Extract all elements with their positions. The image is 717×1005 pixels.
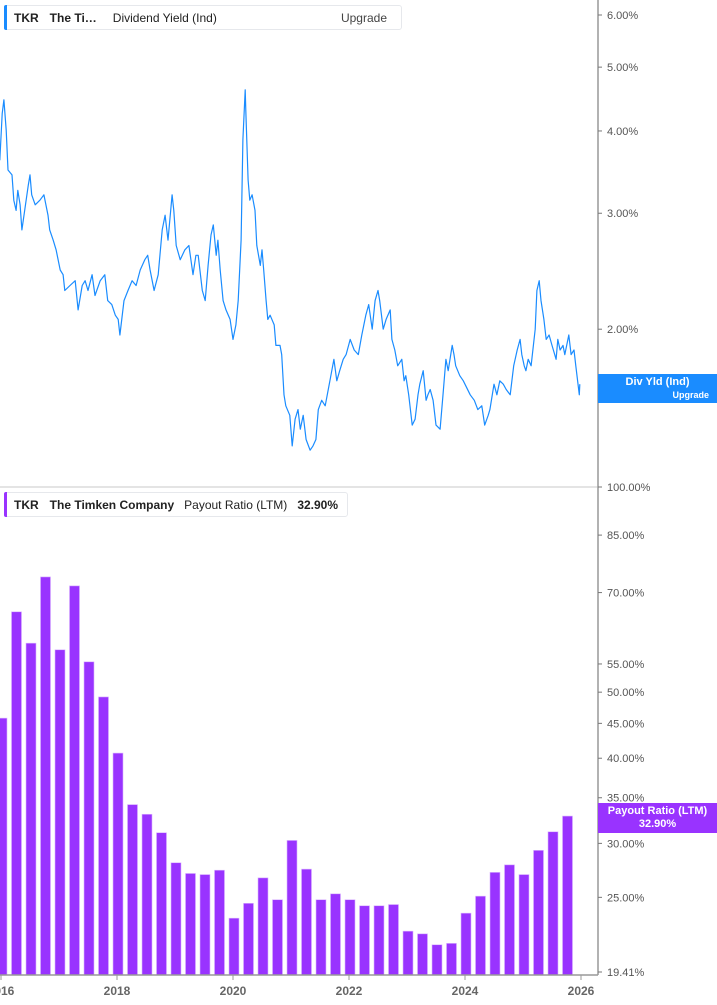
payout-bar[interactable] (417, 933, 428, 976)
payout-bar[interactable] (98, 696, 109, 976)
payout-bar[interactable] (330, 893, 341, 976)
payout-bar[interactable] (518, 874, 530, 976)
payout-bar[interactable] (11, 611, 22, 976)
payout-bar[interactable] (243, 903, 254, 976)
x-tick-label: 2022 (336, 984, 363, 998)
upgrade-link[interactable]: Upgrade (340, 10, 387, 25)
y-tick-label: 25.00% (607, 892, 645, 904)
payout-bar[interactable] (199, 874, 211, 976)
x-tick-label: 2026 (568, 984, 595, 998)
payout-bar[interactable] (25, 642, 37, 976)
top-legend[interactable]: TKR The Ti… Dividend Yield (Ind) Upgrade (4, 5, 402, 30)
payout-bar[interactable] (402, 930, 414, 976)
payout-bar[interactable] (141, 813, 153, 976)
series-color-marker (4, 5, 7, 30)
payout-ratio-pane (0, 576, 573, 976)
series-color-marker (4, 492, 7, 517)
payout-bar[interactable] (214, 869, 225, 976)
payout-bar[interactable] (533, 850, 544, 976)
dividend-yield-line[interactable] (0, 89, 581, 451)
payout-bar[interactable] (83, 661, 95, 976)
legend-ticker: TKR (14, 10, 39, 25)
dividend-yield-pane (0, 89, 581, 451)
payout-bar[interactable] (562, 815, 573, 976)
badge-label: Div Yld (Ind) (625, 376, 690, 388)
payout-bar[interactable] (0, 717, 8, 976)
payout-bar[interactable] (272, 899, 283, 976)
y-tick-label: 2.00% (607, 324, 638, 336)
legend-metric: Payout Ratio (LTM) (184, 497, 288, 512)
y-tick-label: 3.00% (607, 208, 638, 220)
y-tick-label: 100.00% (607, 482, 651, 494)
time-axis-ticks: 2016 2018 2020 2022 2024 2026 (0, 975, 595, 998)
payout-bar[interactable] (156, 832, 167, 976)
payout-bar[interactable] (359, 905, 370, 976)
yield-axis-ticks: 6.00% 5.00% 4.00% 3.00% 2.00% (598, 10, 638, 336)
payout-bar[interactable] (185, 873, 196, 976)
x-tick-label: 2018 (104, 984, 131, 998)
bottom-legend[interactable]: TKR The Timken Company Payout Ratio (LTM… (4, 492, 348, 517)
payout-bar[interactable] (54, 649, 66, 976)
payout-bar[interactable] (127, 804, 138, 976)
y-tick-label: 85.00% (607, 530, 645, 542)
x-tick-label: 2024 (452, 984, 479, 998)
legend-metric: Dividend Yield (Ind) (112, 10, 217, 25)
payout-bar[interactable] (112, 752, 124, 976)
y-tick-label: 30.00% (607, 838, 645, 850)
payout-bar[interactable] (373, 905, 385, 976)
legend-company: The Timken Company (49, 497, 175, 512)
payout-bar[interactable] (547, 831, 559, 976)
y-tick-label: 4.00% (607, 126, 638, 138)
legend-value: 32.90% (297, 497, 339, 512)
payout-bar[interactable] (460, 912, 472, 976)
y-tick-label: 55.00% (607, 659, 645, 671)
badge-value: 32.90% (638, 818, 677, 830)
payout-bar[interactable] (475, 895, 486, 976)
payout-price-badge: Payout Ratio (LTM) 32.90% (598, 803, 717, 833)
payout-bar[interactable] (301, 868, 312, 976)
y-tick-label: 40.00% (607, 753, 645, 765)
payout-axis-ticks: 100.00% 85.00% 70.00% 55.00% 50.00% 45.00% 40.… (598, 482, 651, 979)
y-tick-label: 35.00% (607, 793, 645, 805)
payout-bar[interactable] (228, 917, 240, 976)
badge-label: Payout Ratio (LTM) (607, 805, 708, 817)
yield-price-badge: Div Yld (Ind) Upgrade (598, 374, 717, 403)
payout-bar[interactable] (286, 840, 298, 976)
badge-upgrade-link[interactable]: Upgrade (672, 390, 709, 400)
payout-bar[interactable] (446, 943, 457, 976)
payout-bar[interactable] (257, 877, 269, 976)
payout-bar[interactable] (40, 576, 51, 976)
payout-bar[interactable] (69, 585, 80, 976)
x-tick-label: 2016 (0, 984, 15, 998)
payout-bar[interactable] (489, 872, 501, 976)
y-tick-label: 6.00% (607, 10, 638, 22)
legend-company: The Ti… (49, 10, 97, 25)
legend-ticker: TKR (14, 497, 39, 512)
y-tick-label: 19.41% (607, 967, 645, 979)
payout-bar[interactable] (431, 944, 443, 976)
payout-bar[interactable] (344, 899, 356, 976)
y-tick-label: 45.00% (607, 718, 645, 730)
payout-bar[interactable] (315, 899, 327, 976)
payout-bar[interactable] (504, 864, 515, 976)
y-tick-label: 5.00% (607, 62, 638, 74)
x-tick-label: 2020 (220, 984, 247, 998)
payout-bar[interactable] (388, 904, 399, 976)
payout-bar[interactable] (170, 862, 182, 976)
y-tick-label: 50.00% (607, 687, 645, 699)
y-tick-label: 70.00% (607, 588, 645, 600)
